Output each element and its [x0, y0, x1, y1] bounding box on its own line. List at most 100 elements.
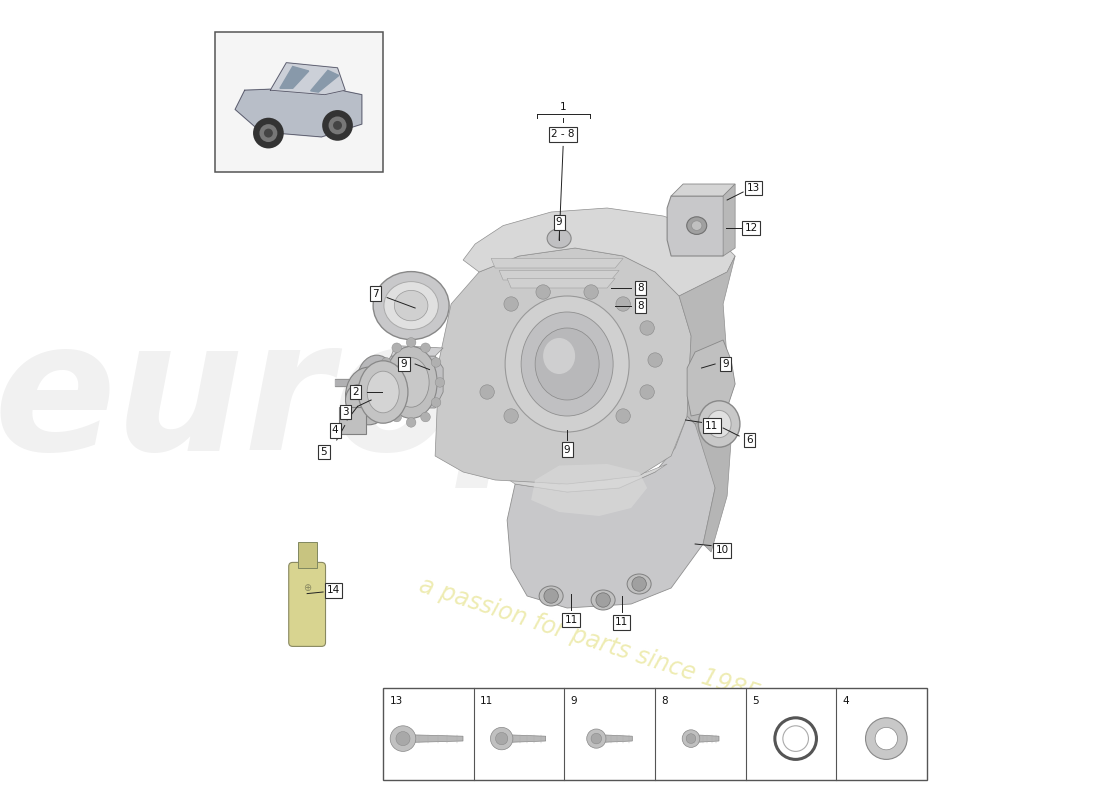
- FancyBboxPatch shape: [288, 562, 326, 646]
- Circle shape: [866, 718, 908, 759]
- Circle shape: [504, 297, 518, 311]
- Ellipse shape: [627, 574, 651, 594]
- Ellipse shape: [384, 282, 438, 330]
- Polygon shape: [383, 356, 443, 408]
- Polygon shape: [463, 208, 735, 296]
- Ellipse shape: [591, 590, 615, 610]
- Circle shape: [596, 593, 611, 607]
- Ellipse shape: [367, 371, 399, 413]
- Text: 11: 11: [615, 618, 628, 627]
- Polygon shape: [502, 734, 546, 742]
- Circle shape: [631, 577, 647, 591]
- Text: 14: 14: [327, 586, 340, 595]
- Ellipse shape: [543, 338, 575, 374]
- Text: 9: 9: [400, 359, 407, 369]
- Polygon shape: [688, 340, 735, 416]
- Ellipse shape: [547, 229, 571, 248]
- Ellipse shape: [535, 328, 600, 400]
- Text: 13: 13: [747, 183, 760, 193]
- Polygon shape: [503, 464, 667, 492]
- Text: 3: 3: [342, 407, 349, 417]
- Text: 9: 9: [723, 359, 729, 369]
- Circle shape: [586, 729, 606, 748]
- Text: 11: 11: [481, 696, 494, 706]
- FancyBboxPatch shape: [339, 407, 366, 434]
- Circle shape: [584, 285, 598, 299]
- Circle shape: [420, 412, 430, 422]
- Circle shape: [491, 727, 513, 750]
- Ellipse shape: [686, 217, 706, 234]
- Circle shape: [431, 398, 441, 407]
- Circle shape: [322, 110, 353, 141]
- Polygon shape: [310, 70, 339, 92]
- Text: 7: 7: [372, 289, 378, 298]
- Text: 5: 5: [752, 696, 759, 706]
- Circle shape: [382, 398, 390, 407]
- Polygon shape: [392, 346, 443, 356]
- Ellipse shape: [359, 361, 408, 423]
- Polygon shape: [235, 87, 362, 137]
- Circle shape: [253, 118, 284, 149]
- Circle shape: [648, 353, 662, 367]
- Circle shape: [543, 589, 559, 603]
- Ellipse shape: [373, 272, 449, 339]
- Text: 4: 4: [843, 696, 849, 706]
- Text: 8: 8: [661, 696, 668, 706]
- Text: 8: 8: [637, 301, 644, 310]
- Text: 4: 4: [332, 426, 339, 435]
- Text: 9: 9: [564, 445, 571, 454]
- Circle shape: [616, 297, 630, 311]
- Circle shape: [504, 409, 518, 423]
- Circle shape: [333, 121, 342, 130]
- Ellipse shape: [539, 586, 563, 606]
- Polygon shape: [403, 734, 463, 742]
- Circle shape: [876, 727, 898, 750]
- Circle shape: [431, 358, 441, 367]
- Ellipse shape: [521, 312, 613, 416]
- Text: 2: 2: [352, 387, 359, 397]
- Circle shape: [616, 409, 630, 423]
- Circle shape: [264, 129, 273, 138]
- Ellipse shape: [394, 290, 428, 321]
- Text: ⊕: ⊕: [304, 583, 311, 593]
- Circle shape: [329, 117, 346, 134]
- Circle shape: [640, 385, 654, 399]
- Circle shape: [480, 385, 494, 399]
- Polygon shape: [691, 734, 719, 742]
- Circle shape: [392, 343, 402, 353]
- Ellipse shape: [345, 385, 370, 415]
- Ellipse shape: [365, 366, 388, 399]
- Circle shape: [377, 378, 387, 387]
- Text: 11: 11: [564, 615, 578, 625]
- FancyBboxPatch shape: [297, 542, 317, 568]
- Bar: [216, 32, 383, 172]
- Ellipse shape: [371, 374, 383, 390]
- Circle shape: [436, 378, 444, 387]
- Circle shape: [495, 733, 508, 745]
- Circle shape: [591, 734, 602, 744]
- Polygon shape: [688, 408, 732, 552]
- Text: europ: europ: [0, 312, 587, 488]
- Circle shape: [390, 726, 416, 751]
- Ellipse shape: [692, 221, 702, 230]
- Text: 8: 8: [637, 283, 644, 293]
- Ellipse shape: [505, 296, 629, 432]
- Text: 9: 9: [571, 696, 578, 706]
- Circle shape: [260, 124, 277, 142]
- Text: 13: 13: [389, 696, 403, 706]
- Ellipse shape: [355, 378, 383, 414]
- Ellipse shape: [345, 367, 392, 425]
- Circle shape: [382, 358, 390, 367]
- Circle shape: [406, 338, 416, 347]
- Polygon shape: [507, 278, 615, 288]
- Polygon shape: [271, 62, 345, 94]
- Circle shape: [682, 730, 700, 747]
- Circle shape: [392, 412, 402, 422]
- Ellipse shape: [698, 401, 740, 447]
- Circle shape: [536, 285, 550, 299]
- Circle shape: [420, 343, 430, 353]
- Ellipse shape: [356, 355, 397, 410]
- Polygon shape: [279, 66, 309, 88]
- Polygon shape: [671, 184, 735, 196]
- Polygon shape: [499, 270, 619, 280]
